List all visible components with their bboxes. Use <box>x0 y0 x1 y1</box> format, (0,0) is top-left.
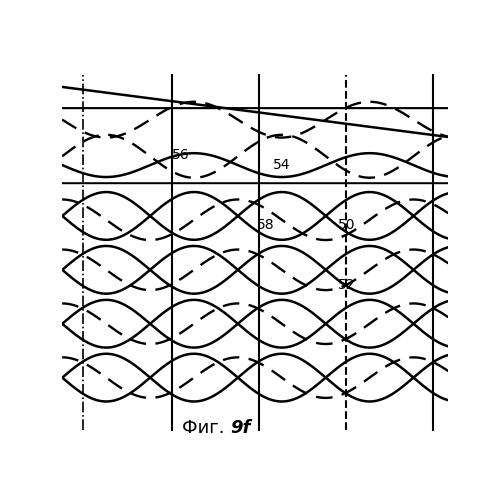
Text: Фиг.: Фиг. <box>182 418 230 436</box>
Text: 54: 54 <box>272 158 290 172</box>
Text: 50: 50 <box>338 218 356 232</box>
Text: 58: 58 <box>257 218 275 232</box>
Text: 9f: 9f <box>230 418 250 436</box>
Text: 56: 56 <box>172 148 190 162</box>
Text: 52: 52 <box>338 278 356 292</box>
